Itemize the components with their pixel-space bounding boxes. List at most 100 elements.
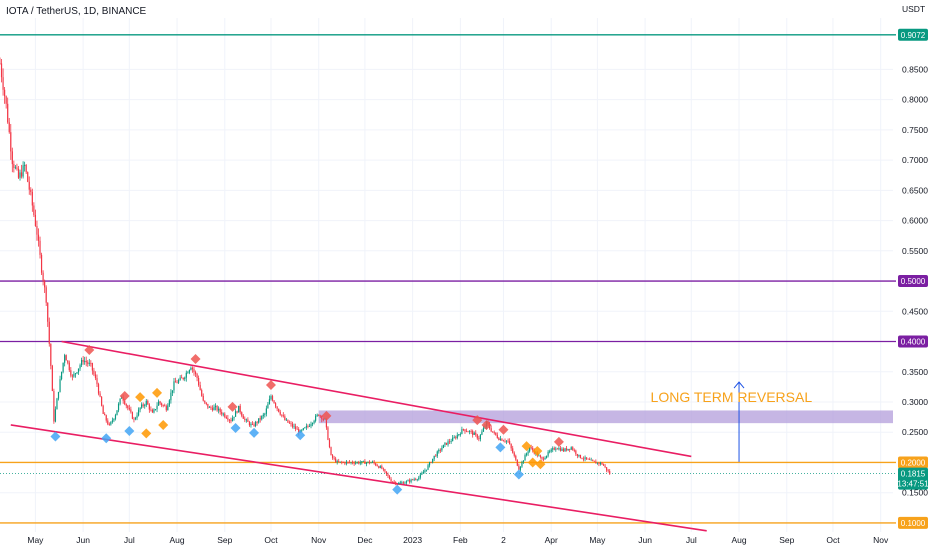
candle-body — [259, 418, 261, 420]
candle-body — [555, 448, 557, 450]
candle-body — [295, 426, 297, 429]
candle-body — [60, 371, 63, 380]
candle-body — [573, 450, 575, 451]
candle-body — [230, 419, 232, 422]
candle-body — [387, 474, 389, 477]
resistance-zone — [318, 410, 893, 424]
candle-body — [496, 434, 498, 438]
arrow-head — [733, 381, 745, 389]
candle-body — [587, 458, 589, 460]
candle-body — [435, 455, 437, 457]
candle-body — [264, 413, 266, 415]
candle-body — [250, 423, 252, 426]
candle-body — [125, 404, 127, 406]
candle-body — [287, 419, 289, 423]
candle-body — [465, 431, 468, 433]
price-tick-label: 0.1500 — [902, 488, 928, 498]
candle-body — [107, 420, 109, 425]
candle-body — [85, 360, 87, 363]
candle-body — [439, 449, 441, 451]
level-price-tag — [898, 275, 928, 288]
time-axis[interactable]: May Jun Jul Aug Sep Oct Nov Dec 2023 Feb 2 Apr May Ju… — [27, 535, 889, 545]
level-price-tag — [898, 28, 928, 41]
time-tick-label: May — [589, 535, 606, 545]
candle-body — [458, 434, 460, 436]
candle-body — [145, 400, 147, 406]
candle-body — [592, 459, 594, 461]
candle-body — [427, 465, 429, 470]
candle-body — [137, 409, 140, 416]
candle-body — [325, 418, 328, 428]
price-axis-unit: USDT — [902, 4, 925, 14]
candle-body — [284, 416, 286, 421]
price-axis[interactable]: USDT 0.8500 0.8000 0.7500 0.7000 0.6500 0.600… — [896, 0, 932, 550]
level-price-label: 0.1000 — [901, 519, 926, 528]
price-tick-label: 0.8500 — [902, 64, 928, 74]
candle-body — [316, 414, 318, 416]
signal-marker — [513, 469, 524, 480]
candle-body — [247, 419, 249, 422]
candle-body — [136, 415, 138, 419]
candle-body — [64, 355, 66, 363]
candle-body — [279, 411, 281, 415]
candle-body — [144, 405, 146, 406]
candle-body — [593, 460, 595, 462]
time-tick-label: May — [27, 535, 44, 545]
candle-body — [584, 457, 586, 459]
candle-body — [151, 409, 154, 413]
candle-body — [194, 371, 197, 374]
candle-body — [174, 381, 177, 383]
candle-body — [130, 409, 132, 413]
candle-body — [178, 380, 180, 383]
candle-body — [139, 407, 141, 410]
signal-marker — [392, 484, 403, 495]
candle-body — [512, 448, 514, 453]
candle-body — [54, 409, 57, 422]
candle-body — [338, 461, 340, 462]
candle-body — [542, 458, 545, 460]
candle-body — [516, 459, 518, 466]
candle-body — [207, 403, 209, 408]
candle-body — [184, 377, 186, 380]
candle-body — [492, 431, 494, 433]
candle-body — [253, 424, 255, 426]
candle-body — [569, 448, 571, 450]
candle-body — [270, 396, 272, 400]
time-tick-label: Oct — [264, 535, 278, 545]
signal-marker — [532, 445, 543, 456]
candle-body — [17, 168, 20, 178]
candle-body — [493, 432, 495, 434]
candle-body — [285, 419, 287, 421]
level-price-tag — [898, 516, 928, 529]
candle-body — [422, 472, 425, 474]
candle-body — [364, 461, 366, 464]
candle-body — [131, 412, 134, 419]
candle-body — [355, 462, 357, 464]
signal-marker — [535, 459, 546, 470]
candle-body — [42, 272, 44, 282]
candle-body — [219, 408, 221, 413]
candle-body — [239, 405, 241, 413]
level-price-label: 0.2000 — [901, 458, 926, 467]
level-price-tag — [898, 335, 928, 348]
candle-body — [368, 461, 371, 464]
candle-body — [521, 461, 523, 467]
candle-body — [56, 398, 58, 410]
candle-body — [381, 466, 383, 469]
candle-body — [298, 429, 300, 433]
price-tick-label: 0.3500 — [902, 367, 928, 377]
candle-body — [395, 482, 397, 485]
candle-body — [602, 464, 605, 466]
candle-body — [441, 448, 443, 451]
candle-body — [365, 462, 368, 464]
candle-body — [567, 448, 569, 451]
candle-body — [16, 167, 18, 169]
candle-body — [598, 462, 600, 464]
candle-body — [113, 418, 115, 421]
candle-body — [558, 448, 560, 450]
candle-body — [455, 437, 457, 439]
candle-body — [238, 405, 240, 413]
candle-body — [513, 452, 515, 456]
candle-body — [25, 165, 27, 173]
